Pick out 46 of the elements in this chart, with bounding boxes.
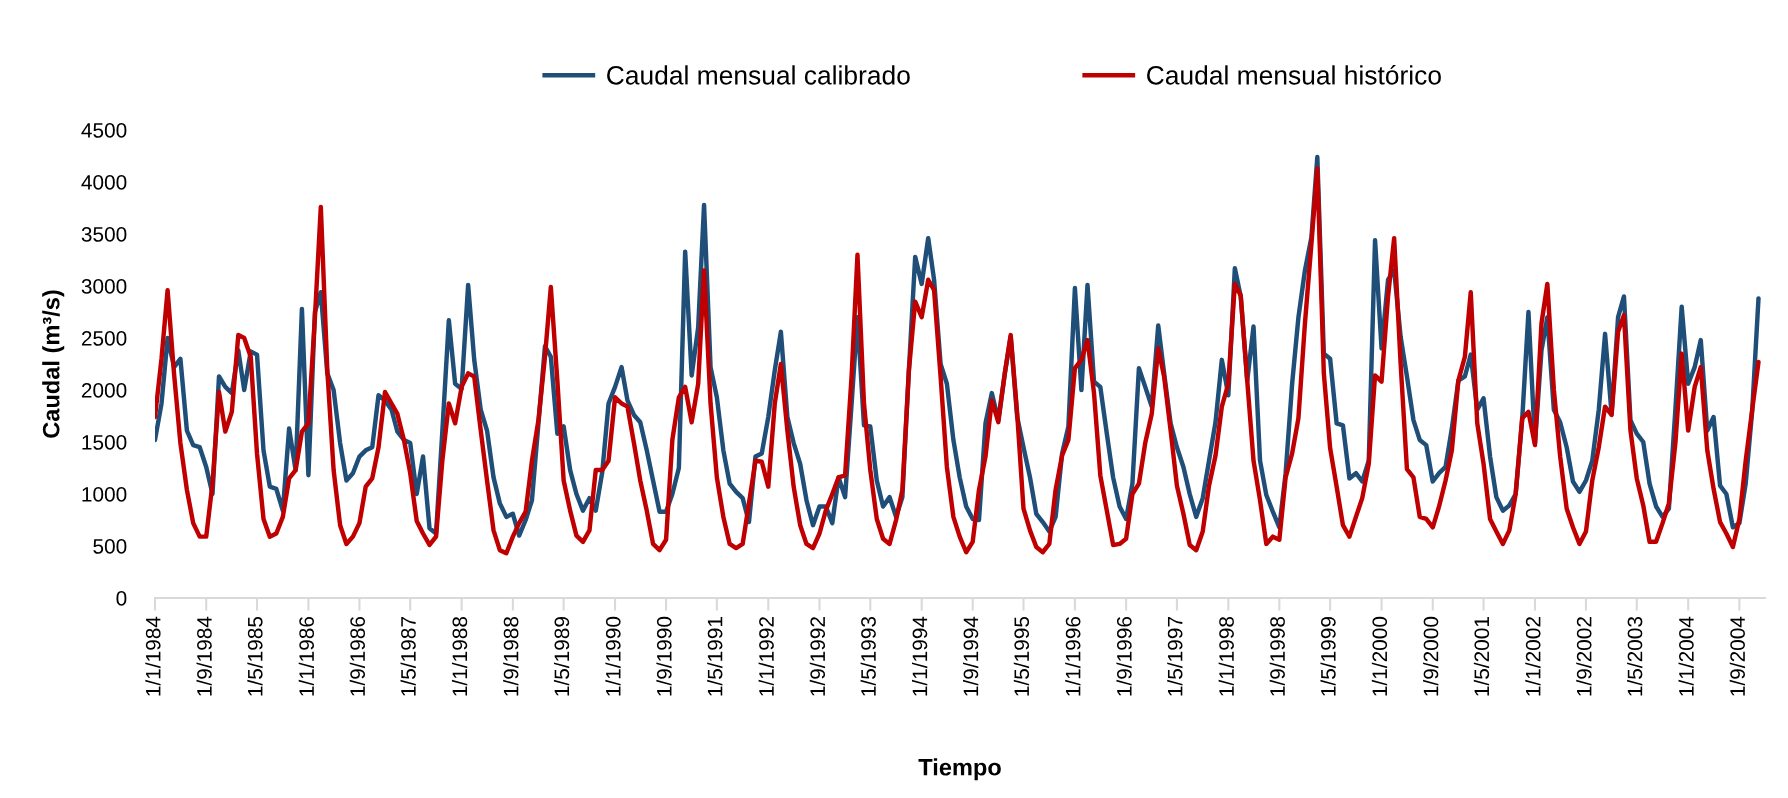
x-tick-label: 1/5/1987 (400, 617, 416, 696)
x-tick-label: 1/9/2000 (1423, 616, 1439, 696)
x-tick-label: 1/9/2002 (1576, 617, 1592, 696)
x-tick-label: 1/5/1997 (1167, 617, 1183, 696)
y-tick-label: 3000 (81, 279, 127, 294)
y-tick-label: 500 (93, 539, 127, 554)
x-tick-label: 1/5/1989 (553, 617, 570, 696)
x-tick-label: 1/1/2004 (1678, 616, 1694, 696)
x-tick-label: 1/5/1991 (707, 617, 723, 696)
x-tick-label: 1/1/2002 (1525, 617, 1541, 696)
x-tick-label: 1/1/1996 (1065, 616, 1081, 696)
x-tick-label: 1/5/1995 (1013, 616, 1030, 696)
x-tick-label: 1/9/1990 (656, 616, 672, 696)
x-axis-title: Tiempo (918, 758, 1001, 781)
y-tick-label: 2500 (81, 331, 127, 346)
x-tick-label: 1/9/2004 (1729, 616, 1745, 696)
x-tick-label: 1/1/1984 (145, 616, 161, 696)
x-tick-label: 1/1/1988 (451, 616, 468, 696)
y-tick-label: 1000 (82, 487, 127, 502)
y-tick-label: 1500 (82, 435, 127, 450)
x-tick-label: 1/1/2000 (1371, 616, 1388, 696)
x-tick-label: 1/5/2003 (1627, 616, 1643, 696)
x-tick-label: 1/9/1998 (1269, 616, 1285, 696)
x-tick-label: 1/5/1999 (1320, 617, 1336, 696)
x-tick-label: 1/9/1996 (1116, 616, 1132, 696)
x-tick-label: 1/5/1985 (247, 616, 263, 696)
x-tick-label: 1/1/1990 (605, 616, 621, 696)
legend-label: Caudal mensual calibrado (607, 65, 910, 85)
x-tick-label: 1/9/1986 (349, 616, 366, 696)
x-tick-label: 1/9/1988 (503, 616, 519, 696)
y-tick-label: 2000 (81, 383, 127, 398)
x-tick-label: 1/5/1993 (860, 616, 876, 696)
y-axis-title: Caudal (m³/s) (42, 290, 65, 438)
x-tick-label: 1/9/1994 (962, 616, 979, 696)
x-tick-label: 1/1/1992 (758, 617, 774, 696)
x-tick-label: 1/5/2001 (1473, 617, 1490, 696)
y-tick-label: 4500 (81, 123, 127, 138)
x-tick-label: 1/9/1984 (196, 616, 212, 696)
y-tick-label: 4000 (81, 175, 127, 190)
y-tick-label: 3500 (81, 227, 127, 242)
x-tick-label: 1/1/1994 (911, 616, 928, 696)
x-tick-label: 1/1/1998 (1218, 616, 1234, 696)
x-tick-label: 1/9/1992 (809, 617, 826, 696)
x-tick-label: 1/1/1986 (298, 616, 315, 696)
legend-label: Caudal mensual histórico (1147, 64, 1441, 85)
y-tick-label: 0 (116, 591, 127, 606)
